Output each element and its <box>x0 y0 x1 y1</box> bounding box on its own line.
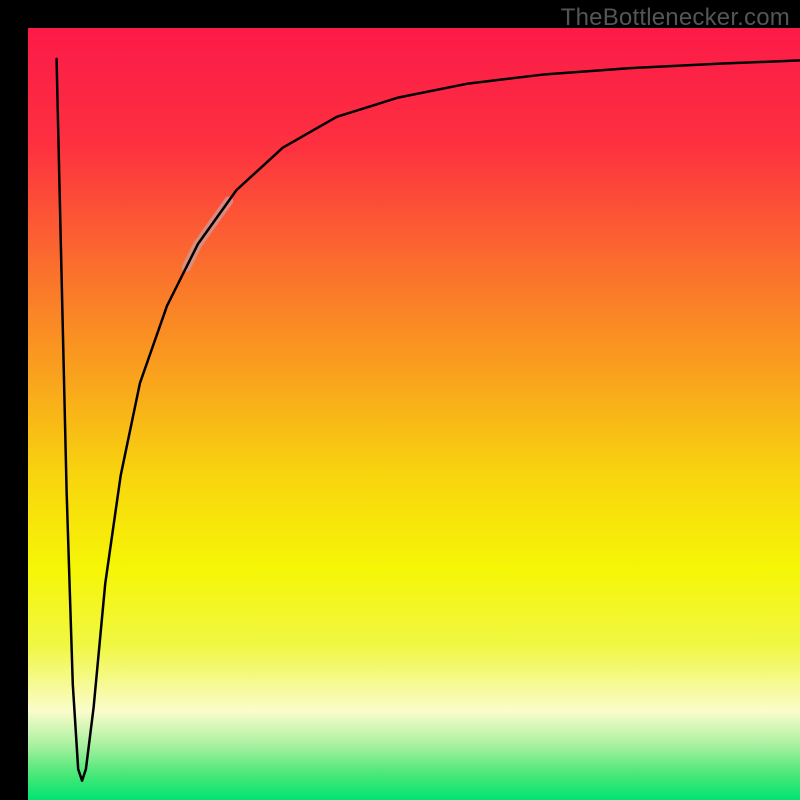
chart-svg <box>0 0 800 800</box>
watermark-text: TheBottlenecker.com <box>561 4 790 32</box>
plot-area <box>28 28 800 800</box>
bottleneck-chart: TheBottlenecker.com <box>0 0 800 800</box>
